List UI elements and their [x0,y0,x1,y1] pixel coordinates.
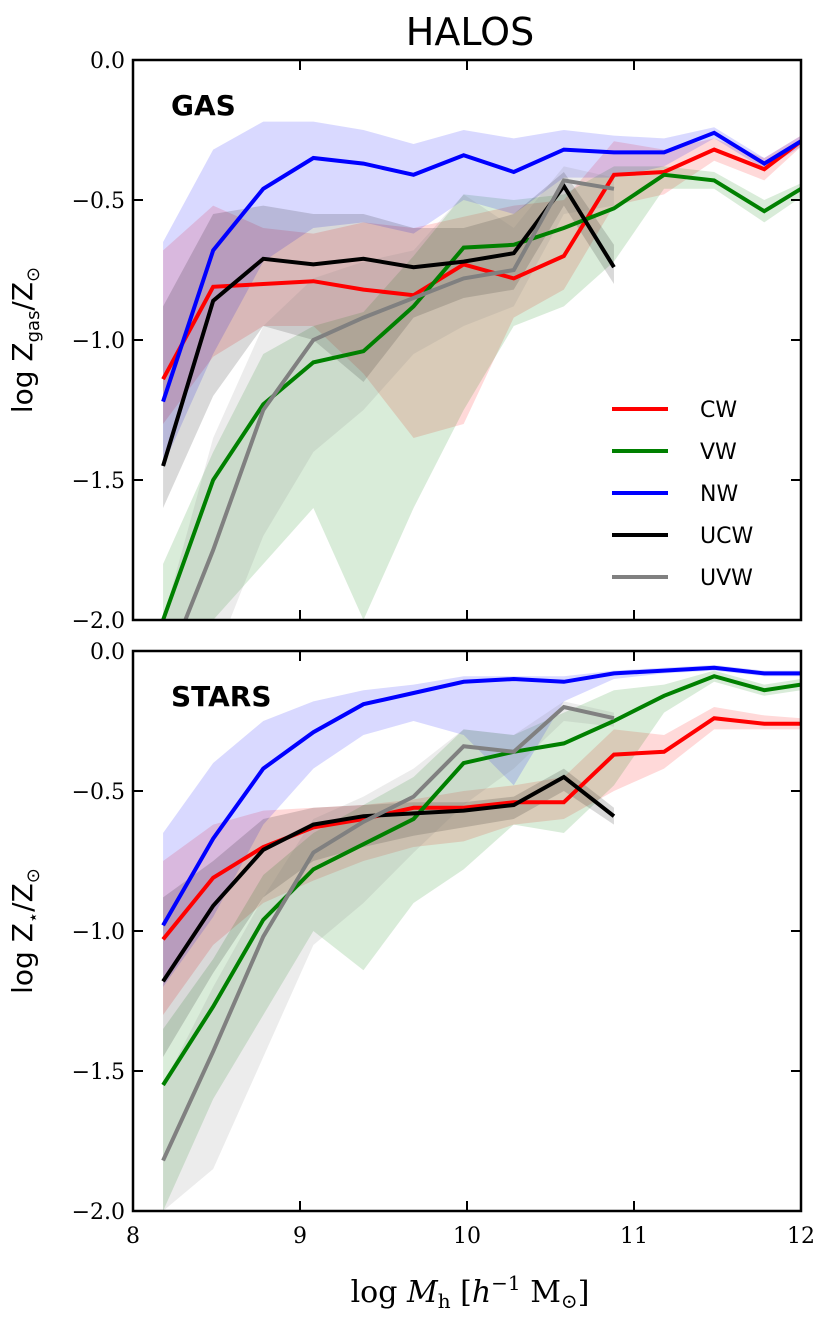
y-tick-label: −1.5 [72,1060,125,1085]
plot-area [161,121,801,620]
band-uvw [163,166,614,620]
y-tick-label: 0.0 [90,640,125,665]
band-vw [163,166,801,620]
x-axis-label: log Mh [h−1 M⊙] [351,1271,590,1313]
y-tick-label: −1.0 [72,329,125,354]
series-line-uvw [161,704,615,1162]
series-line-ucw [161,182,616,467]
panel-label: GAS [171,89,236,122]
legend-label-ucw: UCW [700,524,753,549]
band-vw [163,670,801,1211]
y-tick-label: −2.0 [72,609,125,634]
series-line-nw [161,665,801,927]
gas-panel: 0.0 −0.5 −1.0 −1.5 −2.0 GAS log Zgas/Z⊙ CW VW NW U… [6,49,803,634]
band-cw [163,707,801,1015]
y-tick-label: 0.0 [90,49,125,74]
plot-area [161,665,801,1211]
series-line-nw [161,130,801,403]
legend-label-nw: NW [700,482,738,507]
stars-panel: 0.0 −0.5 −1.0 −1.5 −2.08 9 10 11 12 STARS log Z⋆/Z… [6,640,815,1249]
band-nw [163,665,801,987]
x-tick-label: 11 [620,1224,648,1249]
legend-label-vw: VW [700,440,737,465]
band-nw [163,121,801,466]
legend-label-uvw: UVW [700,566,753,591]
y-tick-label: −2.0 [72,1200,125,1225]
panel-label: STARS [171,680,272,713]
x-tick-label: 12 [787,1224,815,1249]
series-line-uvw [183,178,615,620]
figure-title: HALOS [406,10,534,54]
y-tick-label: −1.5 [72,469,125,494]
y-tick-label: −0.5 [72,780,125,805]
x-tick-label: 10 [453,1224,481,1249]
y-axis-label: log Z⋆/Z⊙ [6,868,44,994]
legend: CW VW NW UCW UVW [612,398,753,591]
series-line-cw [161,139,801,381]
band-cw [163,135,801,438]
x-tick-label: 8 [126,1224,140,1249]
y-axis-label: log Zgas/Z⊙ [6,267,44,413]
legend-label-cw: CW [700,398,737,423]
x-tick-label: 9 [293,1224,307,1249]
y-tick-label: −0.5 [72,189,125,214]
series-line-vw [161,674,801,1087]
series-line-ucw [161,774,616,983]
y-tick-label: −1.0 [72,920,125,945]
